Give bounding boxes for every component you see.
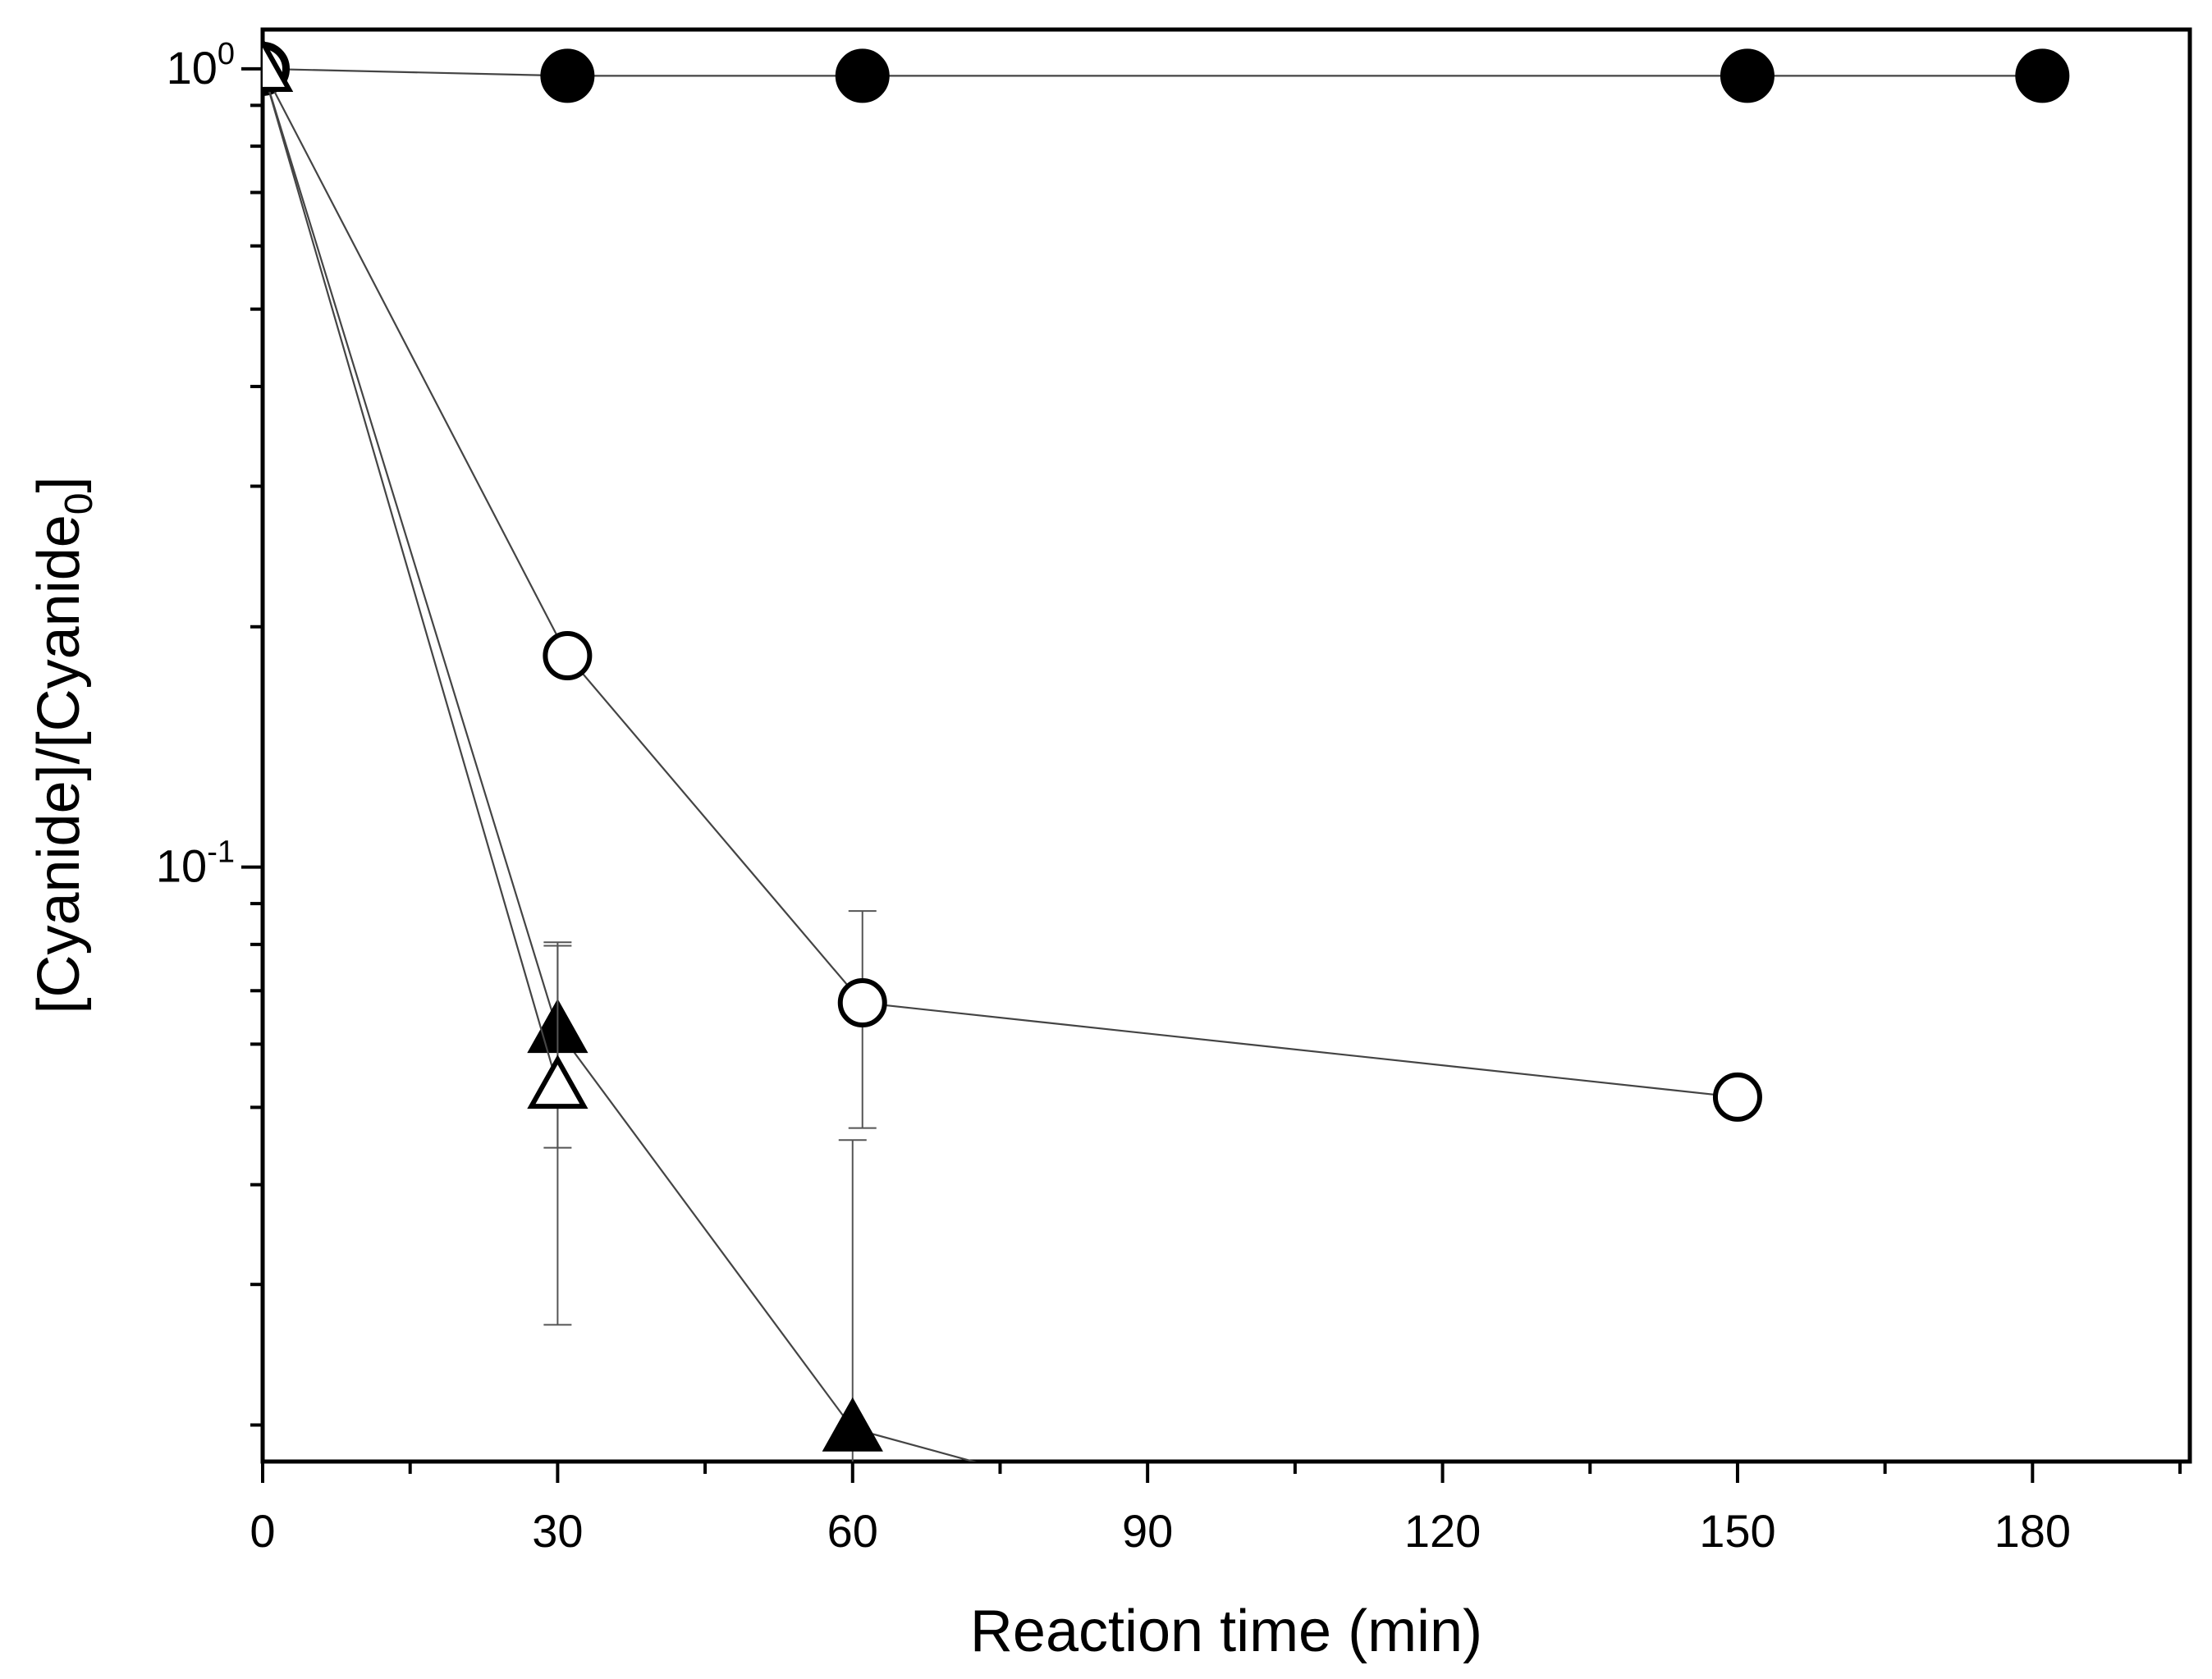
data-point — [837, 978, 887, 1028]
series-open-triangles — [263, 37, 588, 1326]
data-point — [1712, 1072, 1762, 1122]
series-filled-triangles — [263, 37, 978, 1462]
x-tick-label: 180 — [1994, 1505, 2071, 1557]
plot-frame — [260, 27, 2192, 1464]
data-point — [835, 48, 890, 103]
x-tick-label: 150 — [1699, 1505, 1775, 1557]
data-point — [543, 630, 593, 680]
y-tick-label: 10-1 — [156, 835, 235, 892]
x-tick-label: 30 — [532, 1505, 583, 1557]
series-filled-circles — [263, 41, 2070, 103]
series-layer — [263, 37, 2070, 1462]
x-tick-label: 90 — [1122, 1505, 1173, 1557]
data-point — [2015, 48, 2070, 103]
y-axis-label: [Cyanide]/[Cyanide0] — [26, 476, 101, 1013]
series-line — [263, 68, 1738, 1099]
y-axis: 100 10-1 — [156, 37, 263, 1427]
data-point — [1720, 48, 1775, 103]
data-point — [822, 1397, 883, 1452]
data-point — [527, 1055, 588, 1109]
series-line — [263, 68, 978, 1462]
x-tick-label: 120 — [1404, 1505, 1481, 1557]
y-axis-label-subscript: 0 — [57, 492, 101, 515]
y-tick-label: 100 — [167, 37, 235, 94]
series-line — [263, 67, 2043, 77]
x-tick-label: 0 — [250, 1505, 275, 1557]
series-line — [263, 68, 559, 1087]
x-axis-label: Reaction time (min) — [970, 1599, 1482, 1664]
x-tick-label: 60 — [827, 1505, 878, 1557]
x-axis: 0 30 60 90 120 150 180 — [250, 1462, 2182, 1557]
data-point — [540, 48, 595, 103]
data-point — [263, 37, 294, 92]
series-open-circles — [263, 43, 1762, 1129]
